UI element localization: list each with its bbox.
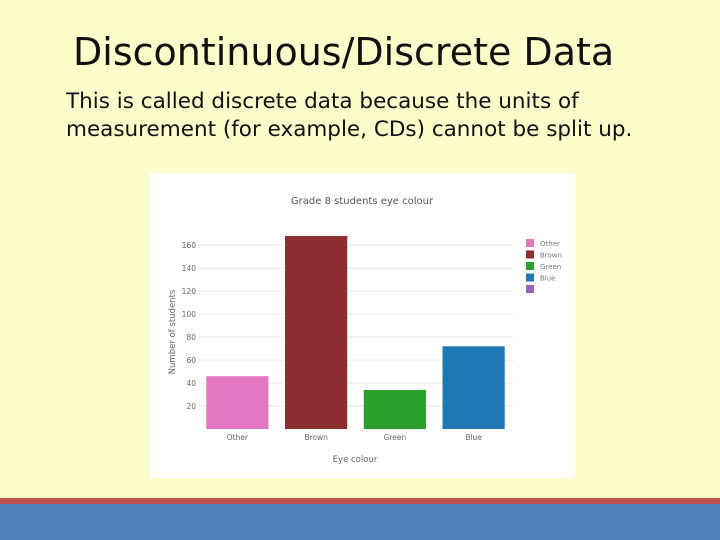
legend-label: Green <box>540 263 561 271</box>
x-tick-label: Blue <box>465 433 482 442</box>
slide-body-text: This is called discrete data because the… <box>66 89 633 142</box>
bars <box>206 236 505 429</box>
y-tick-labels: 20 40 60 80 100 120 140 160 <box>182 241 197 411</box>
x-tick-labels: Other Brown Green Blue <box>227 433 483 442</box>
y-tick-label: 80 <box>186 333 196 342</box>
legend-swatch <box>526 273 534 282</box>
legend-swatch <box>526 239 534 247</box>
y-tick-label: 160 <box>182 241 197 250</box>
footer-band <box>0 504 720 540</box>
legend-label: Brown <box>540 252 562 260</box>
bar-brown <box>285 236 348 429</box>
legend-label: Other <box>540 240 560 248</box>
bar-blue <box>442 346 505 429</box>
bar-chart: 20 40 60 80 100 120 140 160 Other Brown Green Blue… <box>168 196 562 465</box>
legend-label: Blue <box>540 275 556 283</box>
x-tick-label: Other <box>227 433 249 442</box>
legend-swatch <box>526 262 534 270</box>
y-tick-label: 60 <box>186 356 196 365</box>
x-tick-label: Green <box>384 433 407 442</box>
slide-title: Discontinuous/Discrete Data <box>73 30 615 74</box>
bar-other <box>206 376 269 429</box>
y-tick-label: 20 <box>186 402 196 411</box>
chart-title: Grade 8 students eye colour <box>291 196 434 207</box>
legend-swatch <box>526 250 534 259</box>
y-tick-label: 120 <box>182 287 197 296</box>
legend-swatch <box>526 285 534 293</box>
x-axis-label: Eye colour <box>333 455 378 465</box>
chart-panel: 20 40 60 80 100 120 140 160 Other Brown Green Blue… <box>150 173 575 478</box>
x-tick-label: Brown <box>304 433 328 442</box>
y-axis-label: Number of students <box>168 289 178 374</box>
y-tick-label: 100 <box>182 310 197 319</box>
legend: Other Brown Green Blue <box>526 239 562 293</box>
y-tick-label: 140 <box>182 264 197 273</box>
footer-accent-line <box>0 498 720 504</box>
y-tick-label: 40 <box>186 379 196 388</box>
bar-green <box>363 389 426 429</box>
